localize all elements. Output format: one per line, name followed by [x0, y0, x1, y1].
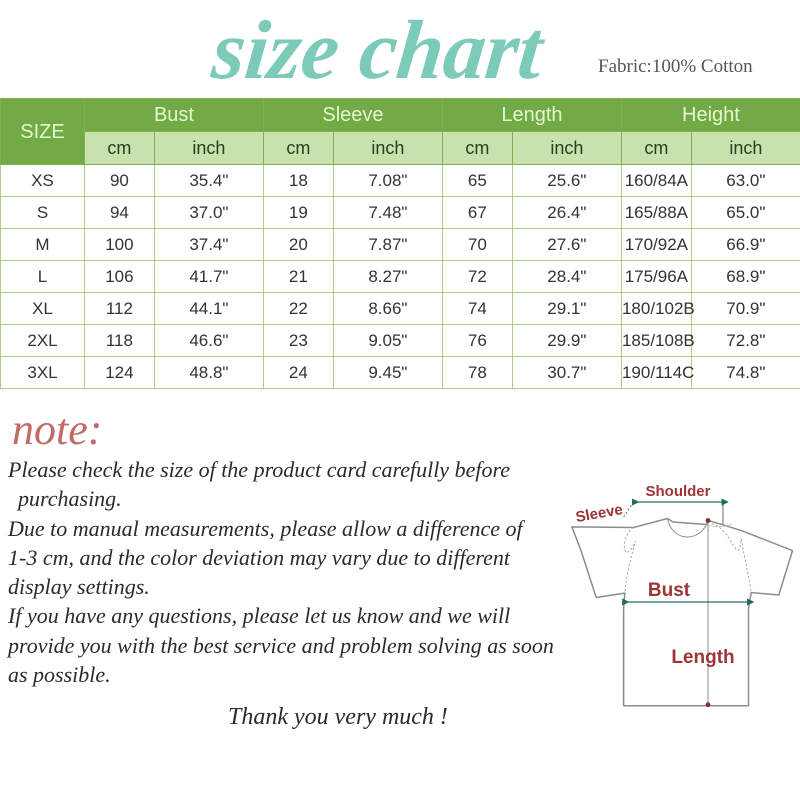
- svg-text:Shoulder: Shoulder: [645, 483, 710, 500]
- svg-text:Bust: Bust: [648, 580, 691, 601]
- svg-text:Sleeve: Sleeve: [574, 501, 624, 526]
- svg-text:Length: Length: [671, 647, 734, 668]
